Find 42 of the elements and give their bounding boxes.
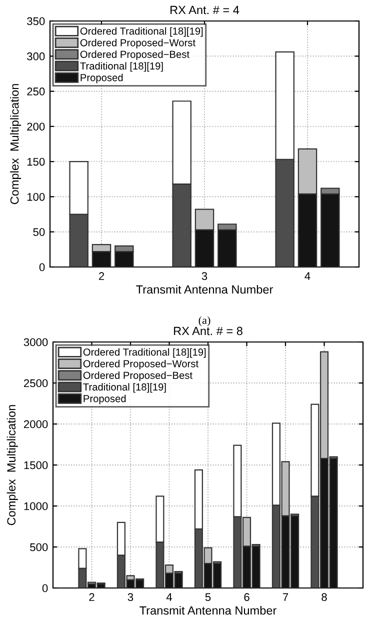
y-axis-title: Complex Multiplication xyxy=(6,405,18,526)
legend-label: Ordered Proposed−Worst xyxy=(80,38,196,48)
x-tick-label: 4 xyxy=(166,593,172,601)
y-tick-label: 100 xyxy=(27,192,45,201)
legend-label: Proposed xyxy=(84,394,126,404)
x-tick-label: 2 xyxy=(89,593,94,601)
x-tick-label: 8 xyxy=(322,593,327,602)
legend-label: Traditional [18][19] xyxy=(83,383,166,393)
legend-label: Traditional [18][19] xyxy=(80,62,163,72)
legend-label: Ordered Proposed−Worst xyxy=(83,360,198,370)
y-tick-label: 300 xyxy=(27,52,45,60)
x-tick-label: 7 xyxy=(282,593,288,601)
legend-label: Ordered Proposed−Best xyxy=(83,372,192,381)
y-tick-label: 350 xyxy=(27,17,45,26)
legend-label: Ordered Traditional [18][19] xyxy=(80,27,203,37)
x-tick-label: 4 xyxy=(304,272,310,280)
y-tick-label: 150 xyxy=(27,158,45,166)
text: (a) xyxy=(198,316,210,326)
y-tick-label: 250 xyxy=(27,88,45,96)
y-tick-label: 3000 xyxy=(24,338,48,346)
y-tick-label: 0 xyxy=(39,263,45,272)
y-tick-label: 1000 xyxy=(24,502,48,510)
y-axis-title: Complex Multiplication xyxy=(10,84,22,204)
y-tick-label: 500 xyxy=(30,543,48,552)
x-tick-label: 5 xyxy=(205,593,211,602)
x-axis-title: Transmit Antenna Number xyxy=(136,284,273,294)
y-tick-label: 50 xyxy=(33,228,45,236)
chart-title: RX Ant. # = 8 xyxy=(174,326,242,336)
y-tick-label: 0 xyxy=(42,584,48,592)
x-tick-label: 3 xyxy=(202,272,208,280)
y-tick-label: 2500 xyxy=(24,379,48,388)
y-tick-label: 1500 xyxy=(24,461,48,470)
legend-label: Proposed xyxy=(80,74,123,84)
legend-label: Ordered Proposed−Best xyxy=(80,50,190,60)
chart-title: RX Ant. # = 4 xyxy=(170,6,240,14)
y-tick-label: 2000 xyxy=(24,420,48,428)
legend-label: Ordered Traditional [18][19] xyxy=(83,348,206,358)
y-tick-label: 200 xyxy=(27,122,45,131)
x-tick-label: 6 xyxy=(244,593,250,602)
x-tick-label: 2 xyxy=(98,272,104,280)
x-tick-label: 3 xyxy=(128,593,134,602)
x-axis-title: Transmit Antenna Number xyxy=(140,606,276,615)
